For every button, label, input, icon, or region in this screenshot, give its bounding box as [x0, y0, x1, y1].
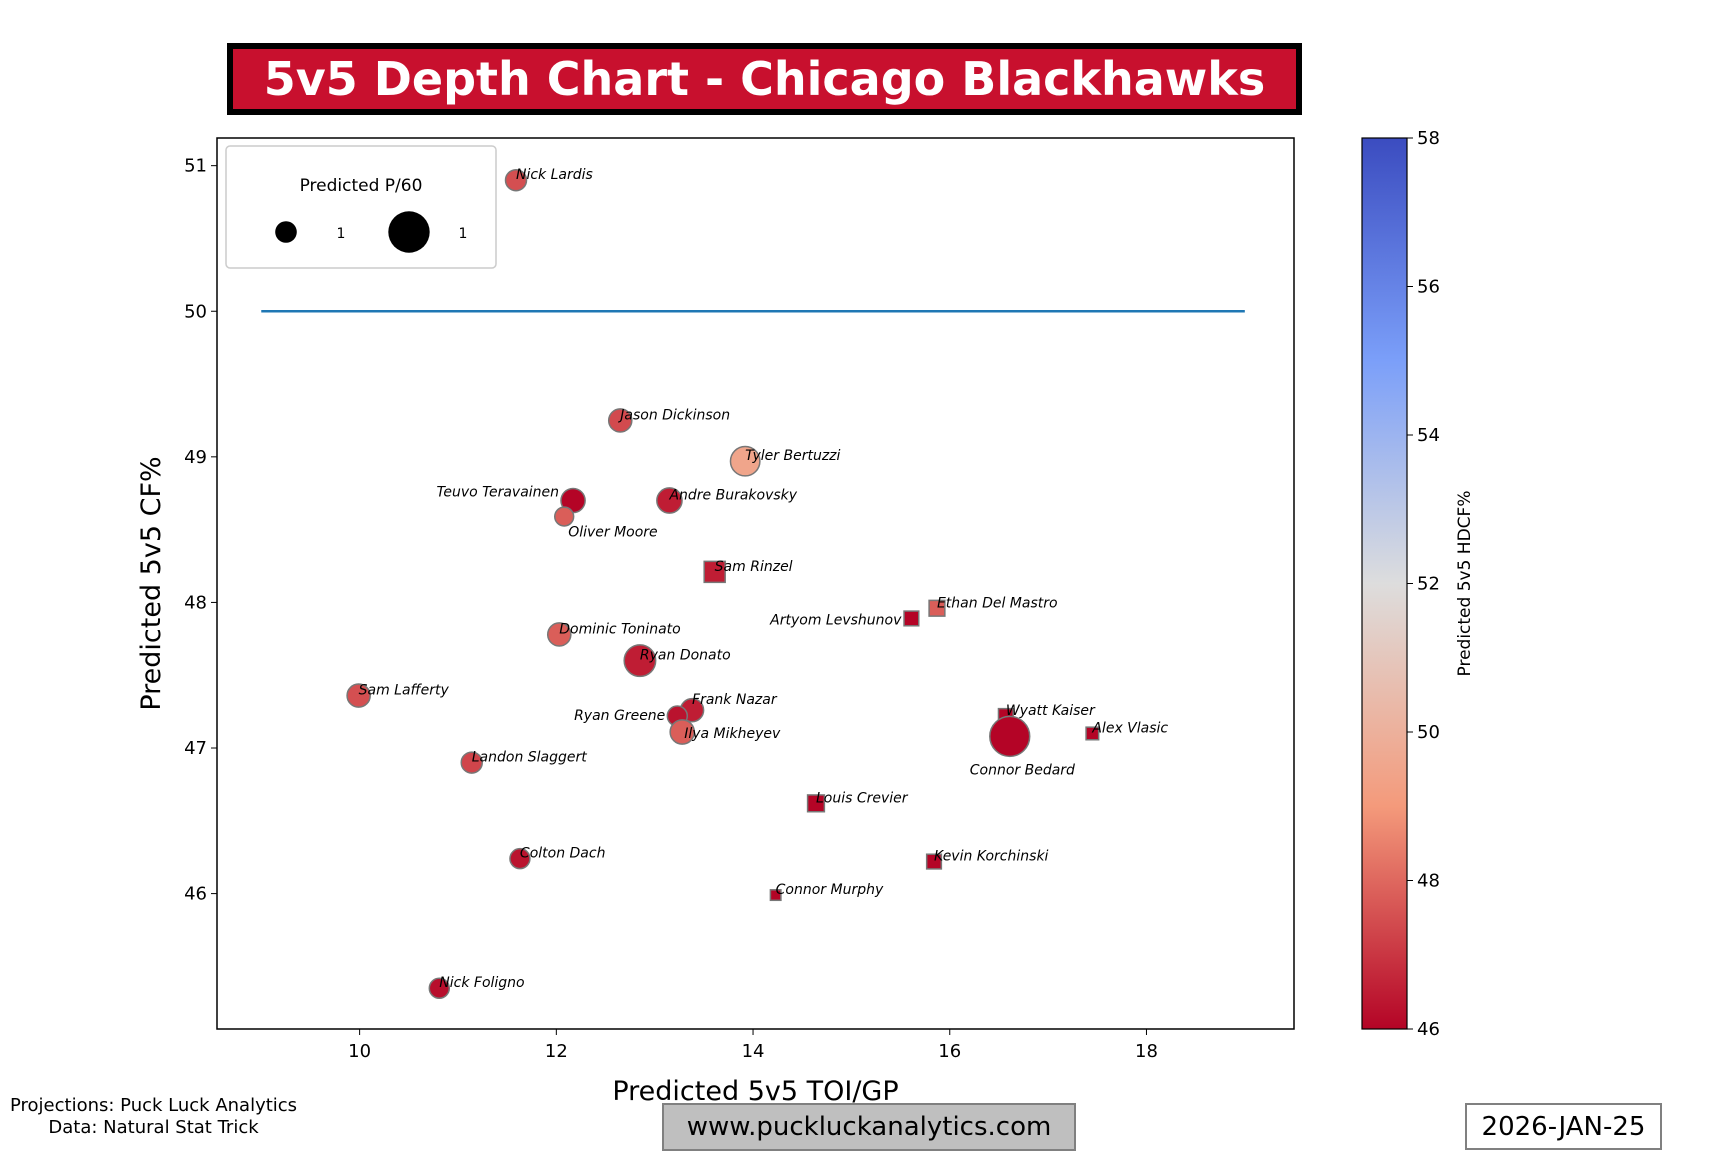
- legend-marker: [388, 211, 430, 253]
- legend-box: [225, 145, 497, 269]
- point-label: Colton Dach: [520, 846, 606, 862]
- x-tick-label: 14: [742, 1041, 765, 1062]
- data-point-circle: [729, 445, 761, 477]
- legend-label: 1: [337, 226, 346, 242]
- point-label: Alex Vlasic: [1091, 720, 1168, 736]
- point-label: Landon Slaggert: [472, 750, 588, 766]
- point-label: Dominic Toninato: [559, 621, 680, 637]
- x-axis-label: Predicted 5v5 TOI/GP: [612, 1076, 898, 1107]
- point-label: Frank Nazar: [692, 692, 778, 708]
- point-label: Artyom Levshunov: [769, 612, 902, 628]
- point-label: Sam Rinzel: [715, 559, 793, 575]
- data-point-circle: [428, 977, 451, 999]
- chart-title: 5v5 Depth Chart - Chicago Blackhawks: [227, 43, 1302, 115]
- data-point-circle: [346, 683, 371, 708]
- projections-credit: Projections: Puck Luck Analytics: [10, 1095, 298, 1116]
- colorbar-tick-label: 56: [1417, 277, 1440, 298]
- point-label: Kevin Korchinski: [934, 849, 1049, 865]
- website-label: www.puckluckanalytics.com: [662, 1103, 1076, 1151]
- point-label: Nick Lardis: [516, 167, 593, 183]
- data-point-square: [769, 889, 782, 902]
- data-point-square: [903, 610, 920, 627]
- point-label: Tyler Bertuzzi: [745, 448, 840, 464]
- data-point-circle: [553, 506, 575, 527]
- data-point-square: [806, 794, 826, 813]
- x-tick-label: 10: [348, 1041, 371, 1062]
- data-point-circle: [509, 847, 531, 870]
- point-label: Sam Lafferty: [359, 683, 450, 699]
- data-point-square: [1085, 726, 1100, 741]
- x-tick-label: 16: [938, 1041, 961, 1062]
- point-label: Teuvo Teravainen: [437, 485, 560, 501]
- colorbar-tick-label: 46: [1417, 1019, 1440, 1040]
- data-point-circle: [504, 168, 528, 192]
- point-label: Ryan Greene: [574, 708, 665, 724]
- colorbar: [1361, 137, 1408, 1030]
- point-label: Louis Crevier: [816, 790, 909, 806]
- point-label: Jason Dickinson: [617, 407, 730, 423]
- date-label: 2026-JAN-25: [1465, 1103, 1662, 1150]
- y-tick-label: 50: [184, 301, 207, 322]
- colorbar-label: Predicted 5v5 HDCF%: [1455, 491, 1475, 677]
- data-point-circle: [607, 408, 633, 433]
- legend-title: Predicted P/60: [300, 176, 423, 196]
- point-label: Connor Murphy: [776, 882, 884, 898]
- y-tick-label: 46: [184, 884, 207, 905]
- point-label: Ethan Del Mastro: [937, 595, 1058, 611]
- data-point-square: [928, 599, 946, 617]
- point-label: Nick Foligno: [439, 975, 524, 991]
- axes-frame: [216, 137, 1295, 1030]
- point-label: Wyatt Kaiser: [1006, 703, 1096, 719]
- legend-label: 1: [459, 226, 468, 242]
- data-point-circle: [669, 719, 696, 745]
- y-tick-label: 48: [184, 592, 207, 613]
- data-point-square: [925, 853, 943, 870]
- colorbar-tick-label: 48: [1417, 871, 1440, 892]
- point-label: Connor Bedard: [970, 762, 1075, 778]
- point-label: Oliver Moore: [568, 525, 657, 541]
- data-point-circle: [656, 487, 683, 514]
- y-tick-label: 49: [184, 447, 207, 468]
- y-axis-label: Predicted 5v5 CF%: [136, 456, 167, 710]
- data-point-circle: [623, 644, 657, 678]
- data-point-square: [703, 560, 726, 584]
- credits: Projections: Puck Luck Analytics Data: N…: [10, 1095, 297, 1139]
- x-tick-label: 12: [545, 1041, 568, 1062]
- colorbar-tick-label: 58: [1417, 128, 1440, 149]
- data-point-circle: [546, 622, 572, 647]
- point-label: Ryan Donato: [640, 648, 731, 664]
- legend-marker: [275, 221, 297, 243]
- point-label: Ilya Mikheyev: [684, 726, 781, 742]
- data-point-circle: [460, 751, 483, 774]
- colorbar-tick-label: 54: [1417, 425, 1440, 446]
- x-tick-label: 18: [1135, 1041, 1158, 1062]
- y-tick-label: 51: [184, 156, 207, 177]
- y-tick-label: 47: [184, 738, 207, 759]
- data-point-circle: [989, 715, 1031, 758]
- point-label: Andre Burakovsky: [668, 488, 797, 504]
- colorbar-tick-label: 52: [1417, 574, 1440, 595]
- data-credit: Data: Natural Stat Trick: [48, 1117, 259, 1138]
- colorbar-tick-label: 50: [1417, 722, 1440, 743]
